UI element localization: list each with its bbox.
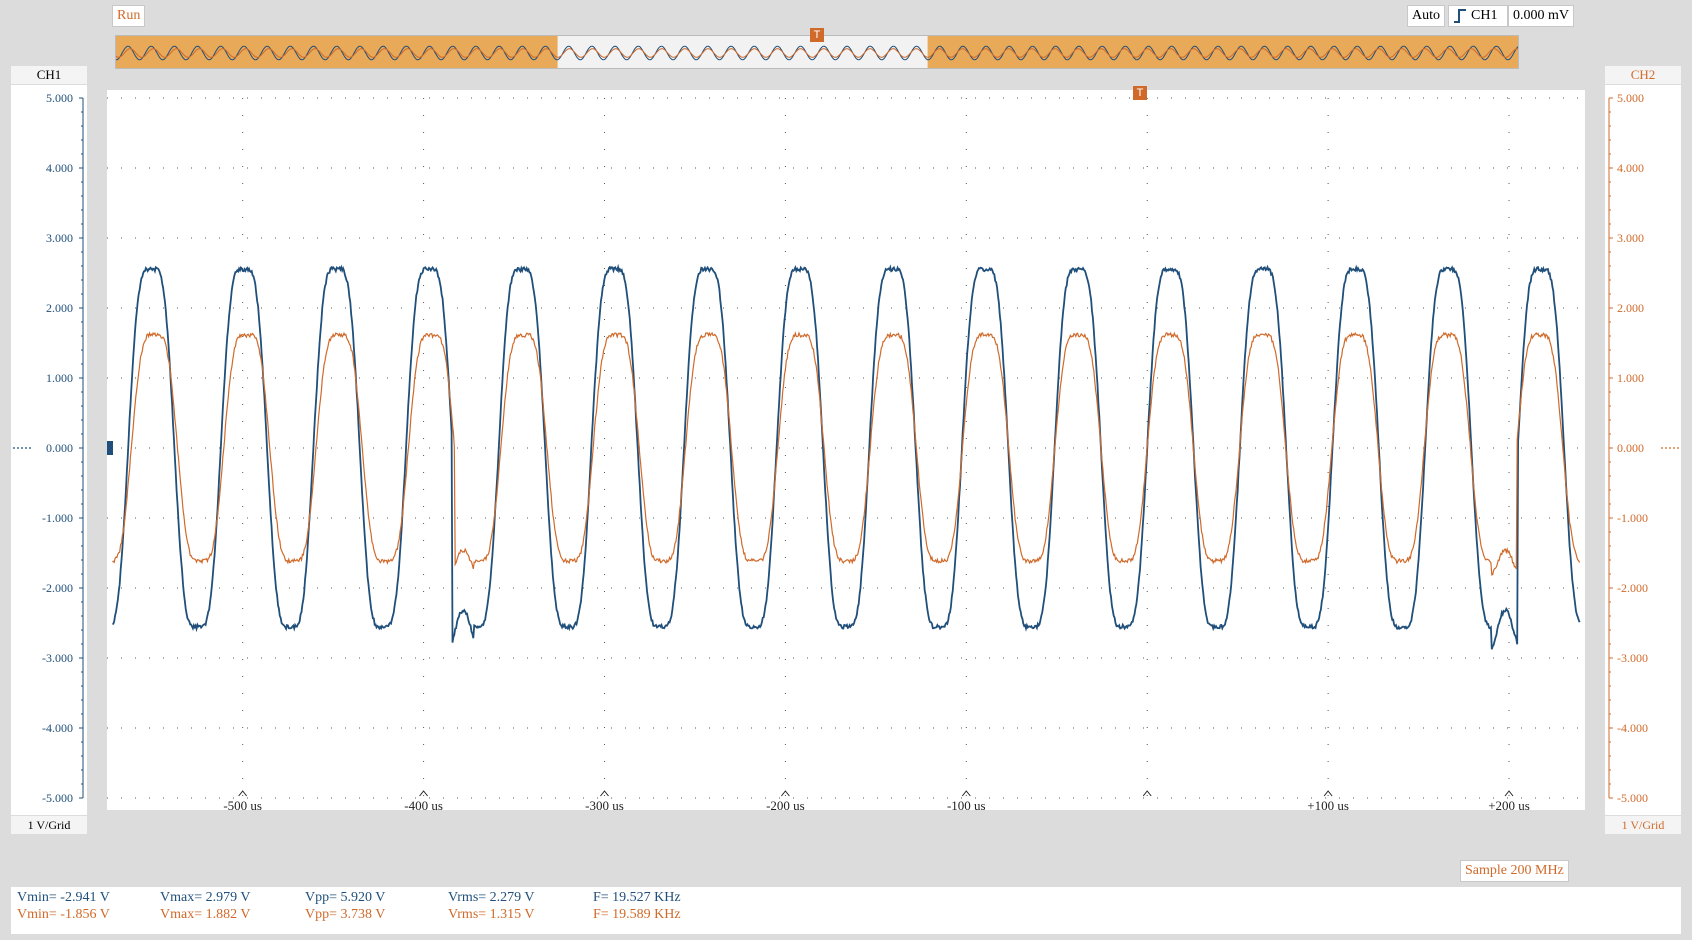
ch2-y-tick-label-7: -2.000	[1617, 581, 1648, 595]
trigger-mode-button[interactable]: Auto	[1407, 5, 1445, 27]
ch1-trace	[112, 267, 1579, 649]
rising-edge-icon	[1453, 8, 1467, 24]
ch1-vpp: Vpp= 5.920 V	[305, 890, 385, 906]
trigger-source-label: CH1	[1471, 8, 1497, 23]
waveform-plot[interactable]: -500 us-400 us-300 us-200 us-100 us0 us+…	[107, 90, 1585, 810]
ch2-scale-label[interactable]: 1 V/Grid	[1605, 816, 1681, 834]
ch1-y-tick-label-9: -4.000	[42, 721, 73, 735]
ch1-y-tick-label-0: 5.000	[46, 91, 73, 105]
trigger-position-marker[interactable]: T	[1133, 86, 1147, 100]
x-tick-label-2: -300 us	[585, 798, 624, 810]
ch1-y-tick-label-5: 0.000	[46, 441, 73, 455]
run-status-button[interactable]: Run	[112, 5, 145, 27]
ch2-y-tick-label-2: 3.000	[1617, 231, 1644, 245]
ch2-vmin: Vmin= -1.856 V	[17, 907, 110, 923]
ch1-ground-marker[interactable]	[107, 441, 113, 455]
x-tick-label-3: -200 us	[766, 798, 805, 810]
ch2-y-tick-label-6: -1.000	[1617, 511, 1648, 525]
x-tick-label-4: -100 us	[947, 798, 986, 810]
ch1-y-tick-label-3: 2.000	[46, 301, 73, 315]
measurements-panel: Vmin= -2.941 V Vmax= 2.979 V Vpp= 5.920 …	[11, 887, 1681, 934]
sample-rate-label[interactable]: Sample 200 MHz	[1460, 860, 1569, 882]
ch2-vrms: Vrms= 1.315 V	[448, 907, 535, 923]
ch1-vmin: Vmin= -2.941 V	[17, 890, 110, 906]
x-tick-label-7: +200 us	[1488, 798, 1530, 810]
ch2-y-tick-label-5: 0.000	[1617, 441, 1644, 455]
x-tick-label-1: -400 us	[404, 798, 443, 810]
ch2-trace	[112, 333, 1579, 575]
ch1-y-tick-label-10: -5.000	[42, 791, 73, 805]
ch2-y-tick-label-1: 4.000	[1617, 161, 1644, 175]
ch1-header[interactable]: CH1	[11, 66, 87, 84]
trigger-level-button[interactable]: 0.000 mV	[1508, 5, 1574, 27]
ch2-y-tick-label-0: 5.000	[1617, 91, 1644, 105]
ch2-axis-panel: 5.000 4.000 3.000 2.000 1.000 0.000 -1.000 -2.0…	[1605, 85, 1681, 815]
ch2-y-tick-label-4: 1.000	[1617, 371, 1644, 385]
ch1-vmax: Vmax= 2.979 V	[160, 890, 250, 906]
ch1-axis-panel: 5.000 4.000 3.000 2.000 1.000 0.000 -1.000 -2.0…	[11, 85, 87, 815]
ch2-y-tick-label-9: -4.000	[1617, 721, 1648, 735]
ch2-y-tick-label-3: 2.000	[1617, 301, 1644, 315]
ch2-vmax: Vmax= 1.882 V	[160, 907, 250, 923]
ch1-y-tick-label-6: -1.000	[42, 511, 73, 525]
ch1-frequency: F= 19.527 KHz	[593, 890, 681, 906]
ch1-y-tick-label-7: -2.000	[42, 581, 73, 595]
ch2-vpp: Vpp= 3.738 V	[305, 907, 385, 923]
ch2-y-tick-label-8: -3.000	[1617, 651, 1648, 665]
ch2-header[interactable]: CH2	[1605, 66, 1681, 84]
ch1-scale-label[interactable]: 1 V/Grid	[11, 816, 87, 834]
overview-trigger-marker[interactable]: T	[810, 28, 824, 42]
ch1-y-tick-label-8: -3.000	[42, 651, 73, 665]
ch1-y-tick-label-2: 3.000	[46, 231, 73, 245]
ch1-y-tick-label-4: 1.000	[46, 371, 73, 385]
x-tick-label-0: -500 us	[223, 798, 262, 810]
trigger-source-button[interactable]: CH1	[1448, 5, 1508, 27]
ch2-frequency: F= 19.589 KHz	[593, 907, 681, 923]
x-tick-label-6: +100 us	[1307, 798, 1349, 810]
ch1-y-tick-label-1: 4.000	[46, 161, 73, 175]
ch2-y-tick-label-10: -5.000	[1617, 791, 1648, 805]
ch1-vrms: Vrms= 2.279 V	[448, 890, 535, 906]
